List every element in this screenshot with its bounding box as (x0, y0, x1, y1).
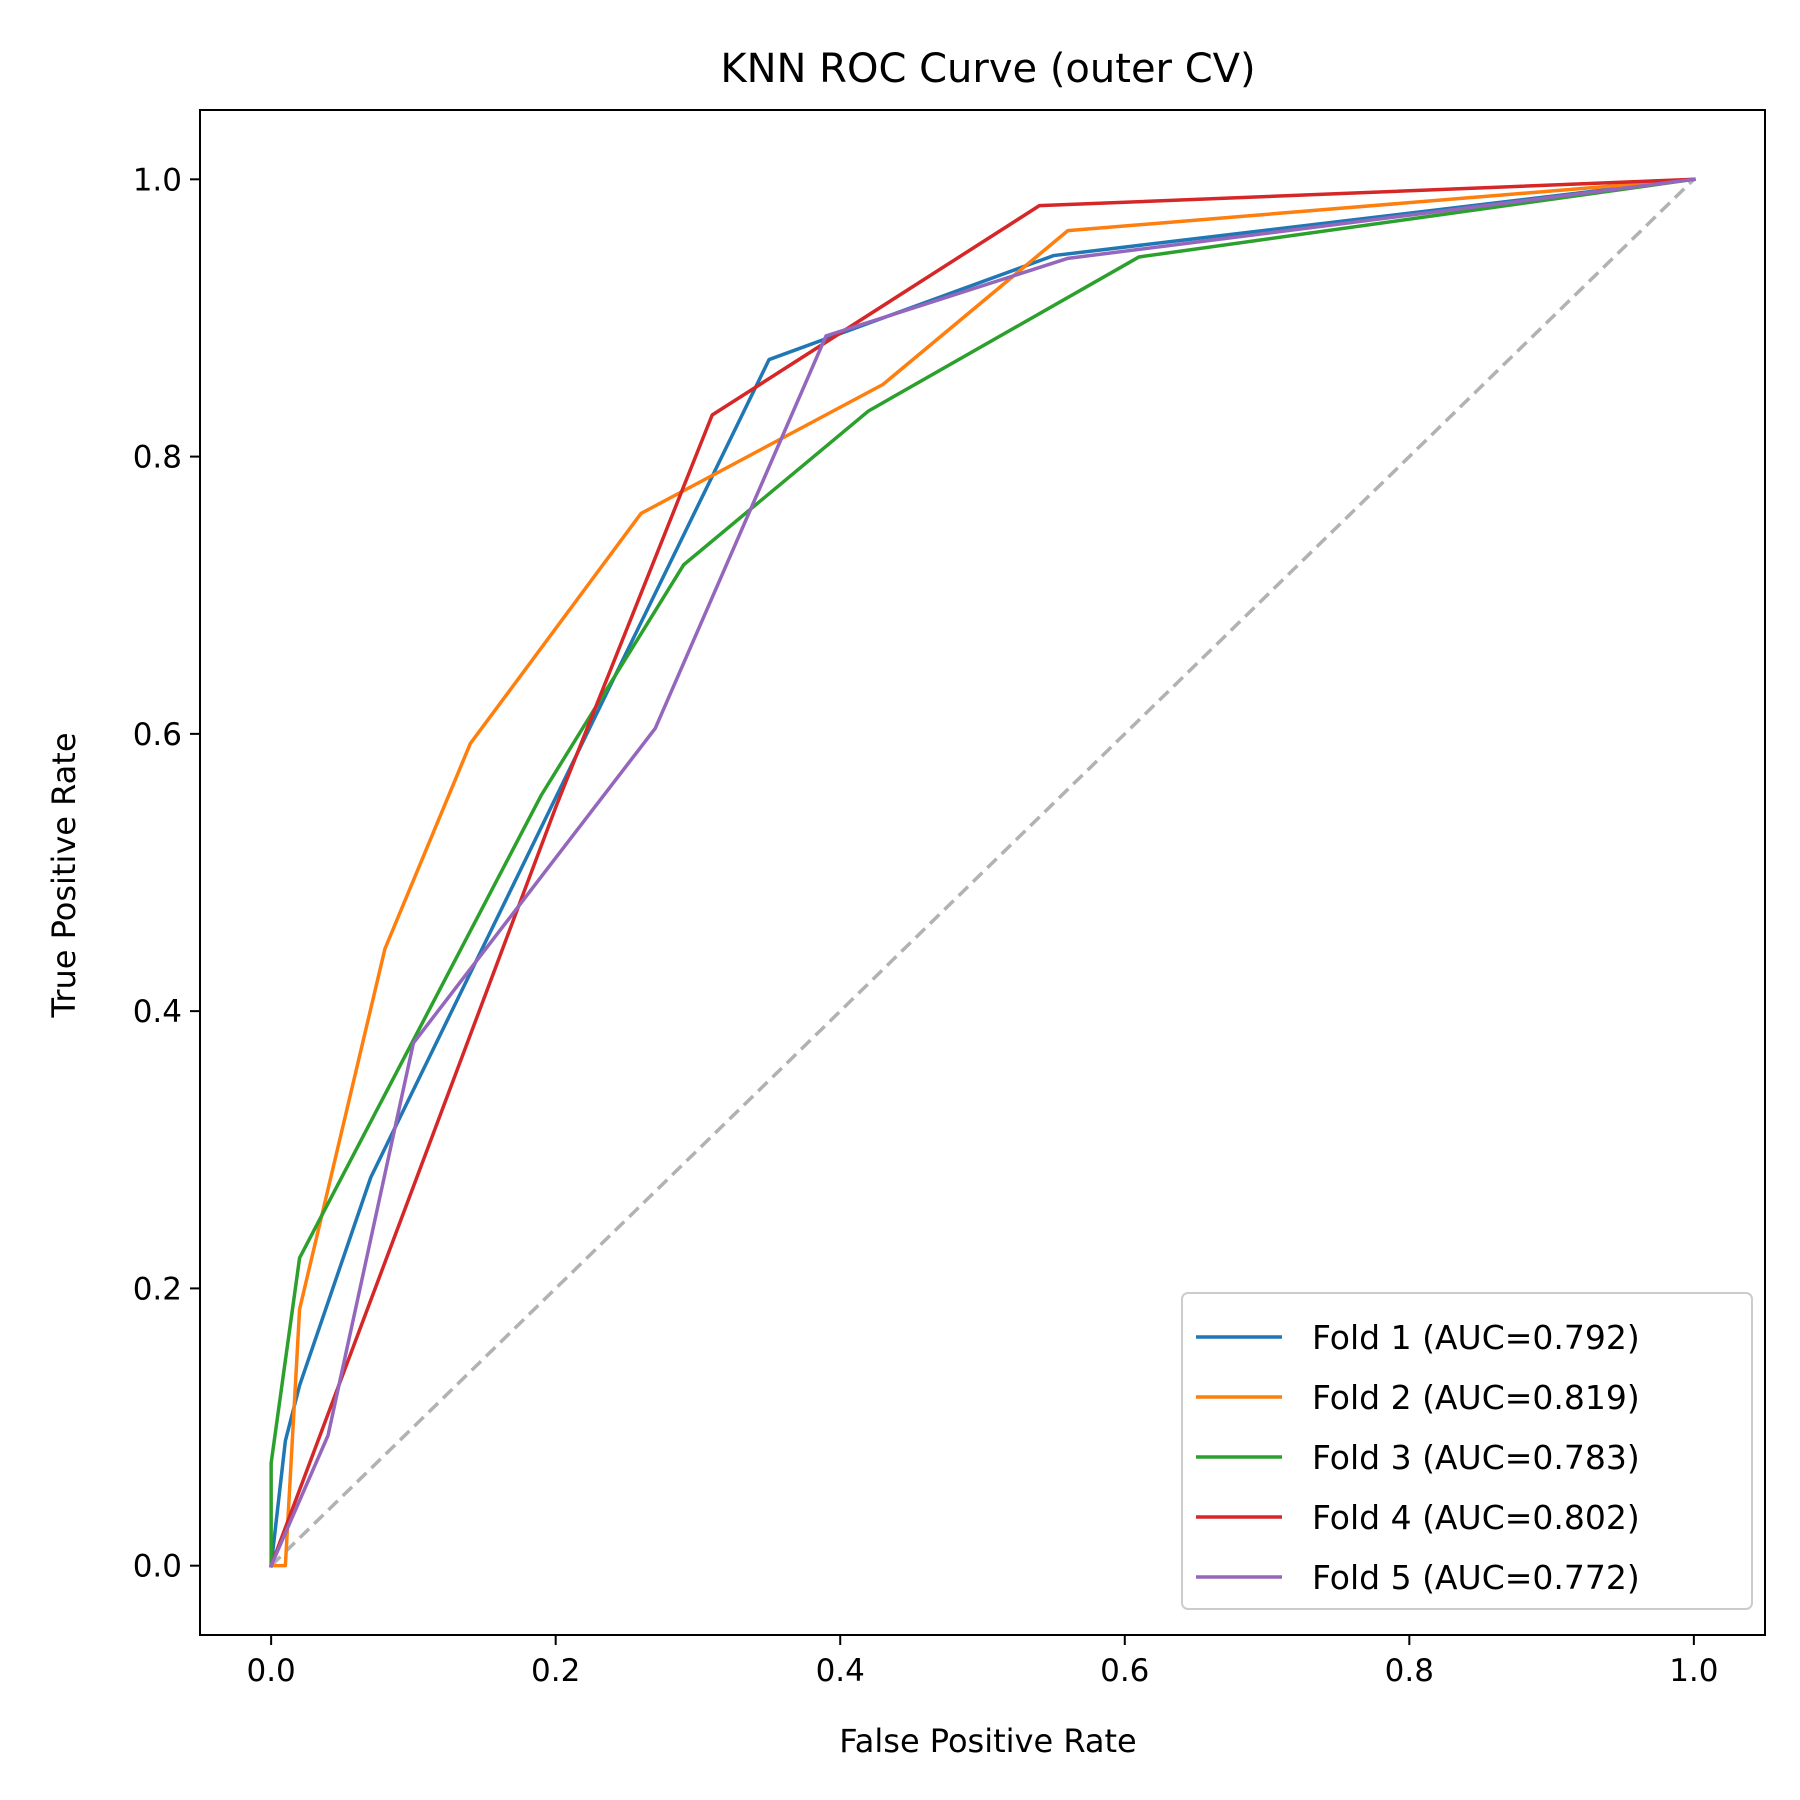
y-axis-label: True Positive Rate (45, 732, 83, 1018)
y-tick-label: 1.0 (133, 162, 182, 198)
plot-frame (199, 109, 1766, 1636)
y-tick-label: 0.8 (133, 440, 182, 476)
x-tick-label: 0.4 (816, 1653, 865, 1689)
legend-label-fold-3: Fold 3 (AUC=0.783) (1312, 1438, 1640, 1477)
plot-area (199, 109, 1766, 1636)
y-tick-label: 0.6 (133, 717, 182, 753)
roc-line-fold-2 (269, 177, 1696, 1568)
y-tick-label: 0.0 (133, 1549, 182, 1585)
legend-label-fold-1: Fold 1 (AUC=0.792) (1312, 1318, 1640, 1357)
y-tick-label: 0.2 (133, 1271, 182, 1307)
x-tick-label: 0.0 (246, 1653, 295, 1689)
y-tick-label: 0.4 (133, 994, 182, 1030)
chart-title: KNN ROC Curve (outer CV) (720, 46, 1255, 92)
x-tick-label: 0.8 (1385, 1653, 1434, 1689)
x-tick-label: 1.0 (1669, 1653, 1718, 1689)
roc-line-fold-1 (269, 177, 1696, 1568)
roc-line-fold-3 (269, 177, 1696, 1568)
roc-line-fold-4 (268, 177, 1696, 1568)
x-tick-label: 0.2 (531, 1653, 580, 1689)
legend-label-fold-5: Fold 5 (AUC=0.772) (1312, 1558, 1640, 1597)
x-axis-label: False Positive Rate (839, 1722, 1136, 1760)
legend-label-fold-4: Fold 4 (AUC=0.802) (1312, 1498, 1640, 1537)
legend-box (1181, 1292, 1753, 1610)
axis-ticks: 0.0 0.2 0.4 0.6 0.8 1.0 0.0 0.2 0.4 0.6 0.8 1.0 (133, 162, 1719, 1689)
legend: Fold 1 (AUC=0.792) Fold 2 (AUC=0.819) Fold… (1181, 1292, 1753, 1610)
roc-line-fold-5 (268, 177, 1696, 1568)
chance-diagonal-line (269, 178, 1696, 1567)
x-tick-label: 0.6 (1100, 1653, 1149, 1689)
legend-label-fold-2: Fold 2 (AUC=0.819) (1312, 1378, 1640, 1417)
